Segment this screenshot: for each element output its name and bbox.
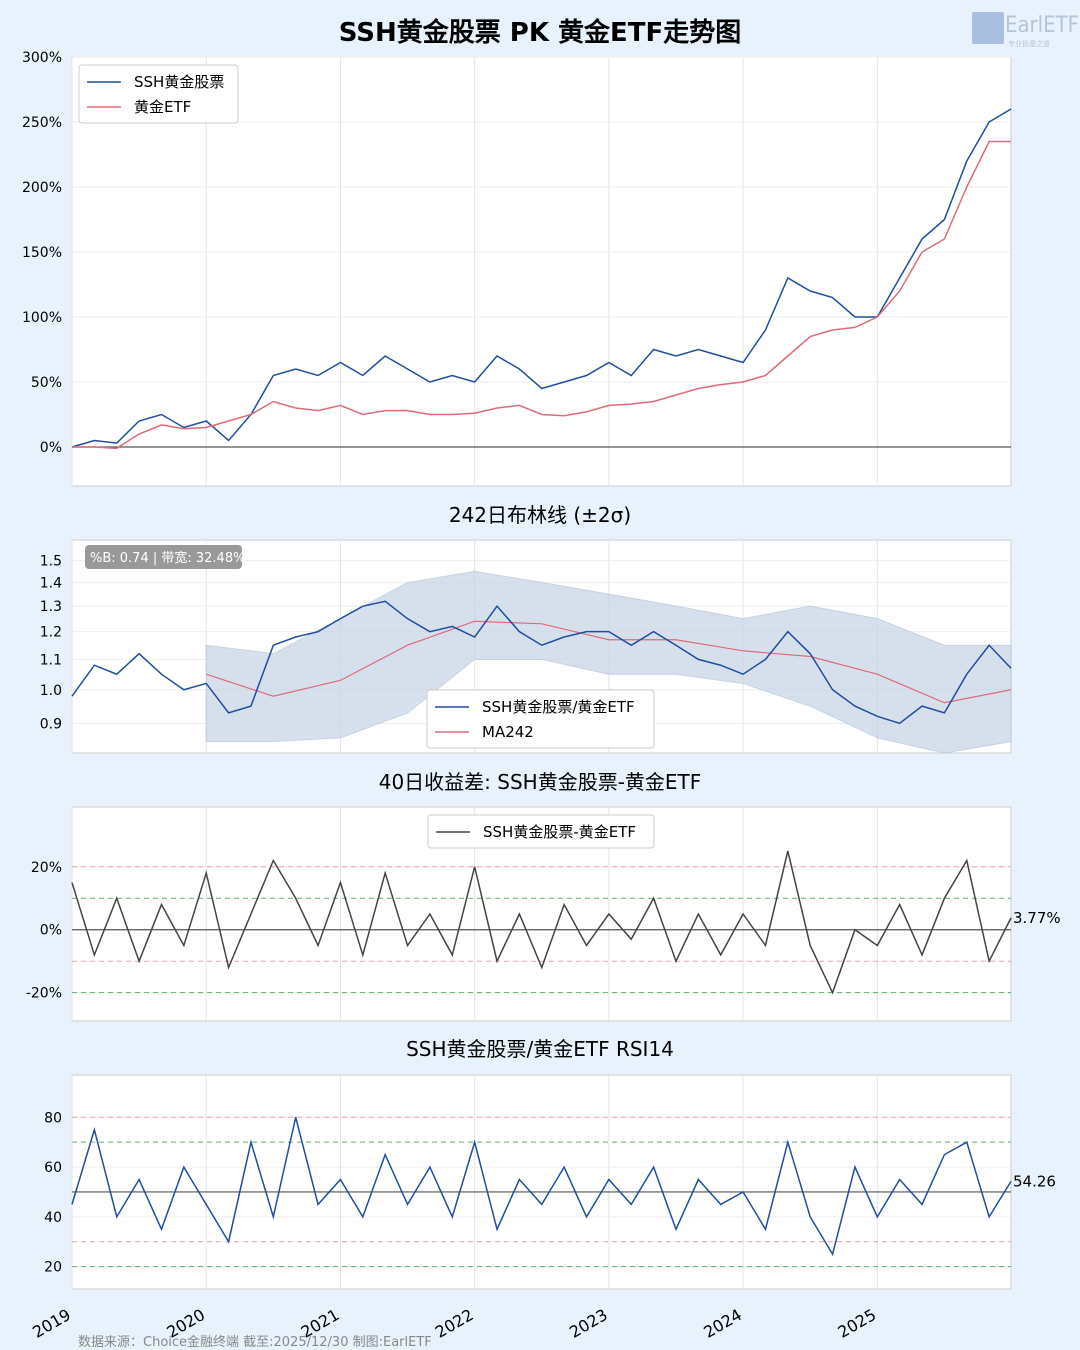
logo: EarlETF 专业投基之道 <box>972 12 1079 48</box>
x-tick-label: 2023 <box>566 1305 611 1342</box>
y-tick-label: 20% <box>31 860 62 876</box>
bollinger-annotation: %B: 0.74 | 带宽: 32.48% <box>90 550 245 566</box>
plot-area-3 <box>71 1074 1012 1290</box>
x-tick-label: 2025 <box>835 1305 880 1342</box>
legend-label: SSH黄金股票 <box>134 73 224 91</box>
chart-title-rsi: SSH黄金股票/黄金ETF RSI14 <box>406 1037 674 1061</box>
legend-main <box>78 64 239 124</box>
legend-bollinger <box>426 689 655 749</box>
chart-title-bollinger: 242日布林线 (±2σ) <box>449 503 631 527</box>
series-line-SSH黄金股票-黄金ETF <box>71 850 1012 995</box>
chart-title-diff: 40日收益差: SSH黄金股票-黄金ETF <box>379 770 702 794</box>
y-tick-label: 150% <box>22 245 62 261</box>
footer-source: 数据来源：Choice金融终端 截至:2025/12/30 制图:EarlETF <box>78 1334 432 1350</box>
bollinger-annotation-box <box>85 545 242 569</box>
y-tick-label: 1.5 <box>40 554 62 570</box>
y-tick-label: 1.4 <box>40 576 62 592</box>
y-tick-label: 40 <box>44 1210 62 1226</box>
x-tick-label: 2019 <box>29 1305 74 1342</box>
ma242-line <box>206 620 1012 704</box>
legend-label: SSH黄金股票-黄金ETF <box>483 823 636 841</box>
y-tick-label: 1.1 <box>40 652 62 668</box>
logo-mark <box>972 12 1004 44</box>
y-tick-label: 0.9 <box>40 716 62 732</box>
y-tick-label: 0% <box>40 440 62 456</box>
series-line-rsi14 <box>71 1117 1012 1257</box>
y-tick-label: 1.3 <box>40 599 62 615</box>
y-tick-label: 1.2 <box>40 625 62 641</box>
legend-label: SSH黄金股票/黄金ETF <box>482 698 635 716</box>
y-tick-label: 250% <box>22 115 62 131</box>
series-line-SSH黄金股票 <box>71 108 1012 448</box>
legend-label: MA242 <box>482 723 534 741</box>
chart-title-main: SSH黄金股票 PK 黄金ETF走势图 <box>339 17 742 48</box>
y-tick-label: 20 <box>44 1260 62 1276</box>
last-value-label: 3.77% <box>1013 909 1061 927</box>
series-line-SSH黄金股票/黄金ETF <box>71 600 1012 725</box>
y-tick-label: 300% <box>22 50 62 66</box>
legend-label: 黄金ETF <box>134 98 191 116</box>
y-tick-label: 80 <box>44 1110 62 1126</box>
last-value-label: 54.26 <box>1013 1172 1056 1190</box>
legend-diff <box>427 814 655 849</box>
y-tick-label: 100% <box>22 310 62 326</box>
series-line-黄金ETF <box>72 140 1011 450</box>
x-tick-label: 2024 <box>700 1305 745 1342</box>
y-tick-label: 0% <box>40 923 62 939</box>
y-tick-label: 200% <box>22 180 62 196</box>
logo-tagline: 专业投基之道 <box>1008 39 1050 48</box>
logo-text: EarlETF <box>1005 13 1079 38</box>
y-tick-label: 60 <box>44 1160 62 1176</box>
y-tick-label: -20% <box>26 986 62 1002</box>
y-tick-label: 50% <box>31 375 62 391</box>
y-tick-label: 1.0 <box>40 683 62 699</box>
x-tick-label: 2022 <box>432 1305 477 1342</box>
